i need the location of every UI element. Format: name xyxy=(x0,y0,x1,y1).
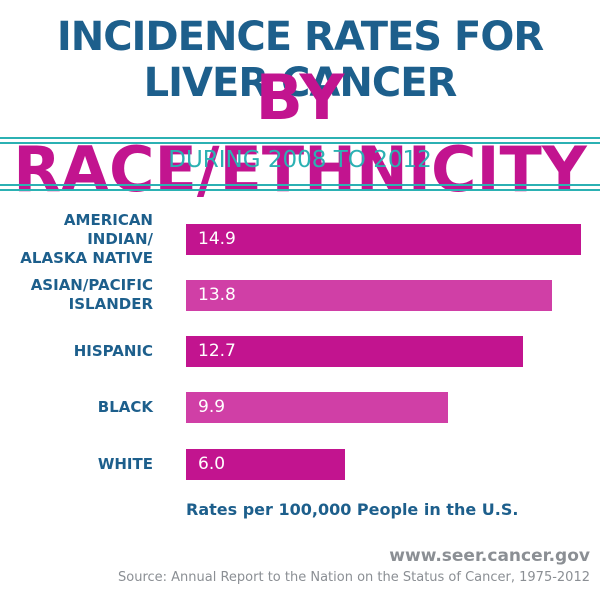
data-label: 12.7 xyxy=(198,340,236,361)
rule-top-1 xyxy=(0,137,600,139)
category-label-line: ISLANDER xyxy=(68,295,153,313)
category-label: AMERICAN INDIAN/ALASKA NATIVE xyxy=(10,211,153,267)
category-label: WHITE xyxy=(10,442,153,486)
category-label: BLACK xyxy=(10,385,153,429)
chart-note: Rates per 100,000 People in the U.S. xyxy=(186,500,519,519)
rule-bottom-1 xyxy=(0,184,600,186)
chart-title-line1: INCIDENCE RATES FOR LIVER CANCER xyxy=(56,14,544,106)
bar xyxy=(186,391,448,423)
category-label: ASIAN/PACIFIC ISLANDER xyxy=(10,273,153,317)
category-label-text: ASIAN/PACIFIC ISLANDER xyxy=(31,276,153,314)
category-label-text: WHITE xyxy=(98,455,153,474)
bar xyxy=(186,448,345,480)
category-label-line: HISPANIC xyxy=(73,341,153,360)
category-label-line: WHITE xyxy=(97,454,153,473)
data-label: 14.9 xyxy=(198,228,236,249)
category-label-line: BLACK xyxy=(97,397,153,416)
rule-top-2 xyxy=(0,142,600,144)
category-label-line: AMERICAN INDIAN/ xyxy=(63,210,153,248)
category-label-line: ALASKA NATIVE xyxy=(20,248,153,267)
category-label: HISPANIC xyxy=(10,329,153,373)
source-note: Source: Annual Report to the Nation on t… xyxy=(118,570,590,585)
bar xyxy=(186,279,552,311)
category-label-text: BLACK xyxy=(98,398,153,417)
bar xyxy=(186,223,581,255)
category-label-text: AMERICAN INDIAN/ALASKA NATIVE xyxy=(10,211,153,268)
data-label: 9.9 xyxy=(198,396,226,417)
chart-title-line2: BY RACE/ETHNICITY xyxy=(13,61,587,206)
bar xyxy=(186,335,523,367)
data-label: 6.0 xyxy=(198,453,226,474)
category-label-line: ASIAN/PACIFIC xyxy=(30,276,153,294)
website-link[interactable]: www.seer.cancer.gov xyxy=(389,546,590,566)
chart-subtitle: DURING 2008 TO 2012 xyxy=(168,147,432,173)
data-label: 13.8 xyxy=(198,284,236,305)
category-label-text: HISPANIC xyxy=(74,342,153,361)
rule-bottom-2 xyxy=(0,189,600,191)
